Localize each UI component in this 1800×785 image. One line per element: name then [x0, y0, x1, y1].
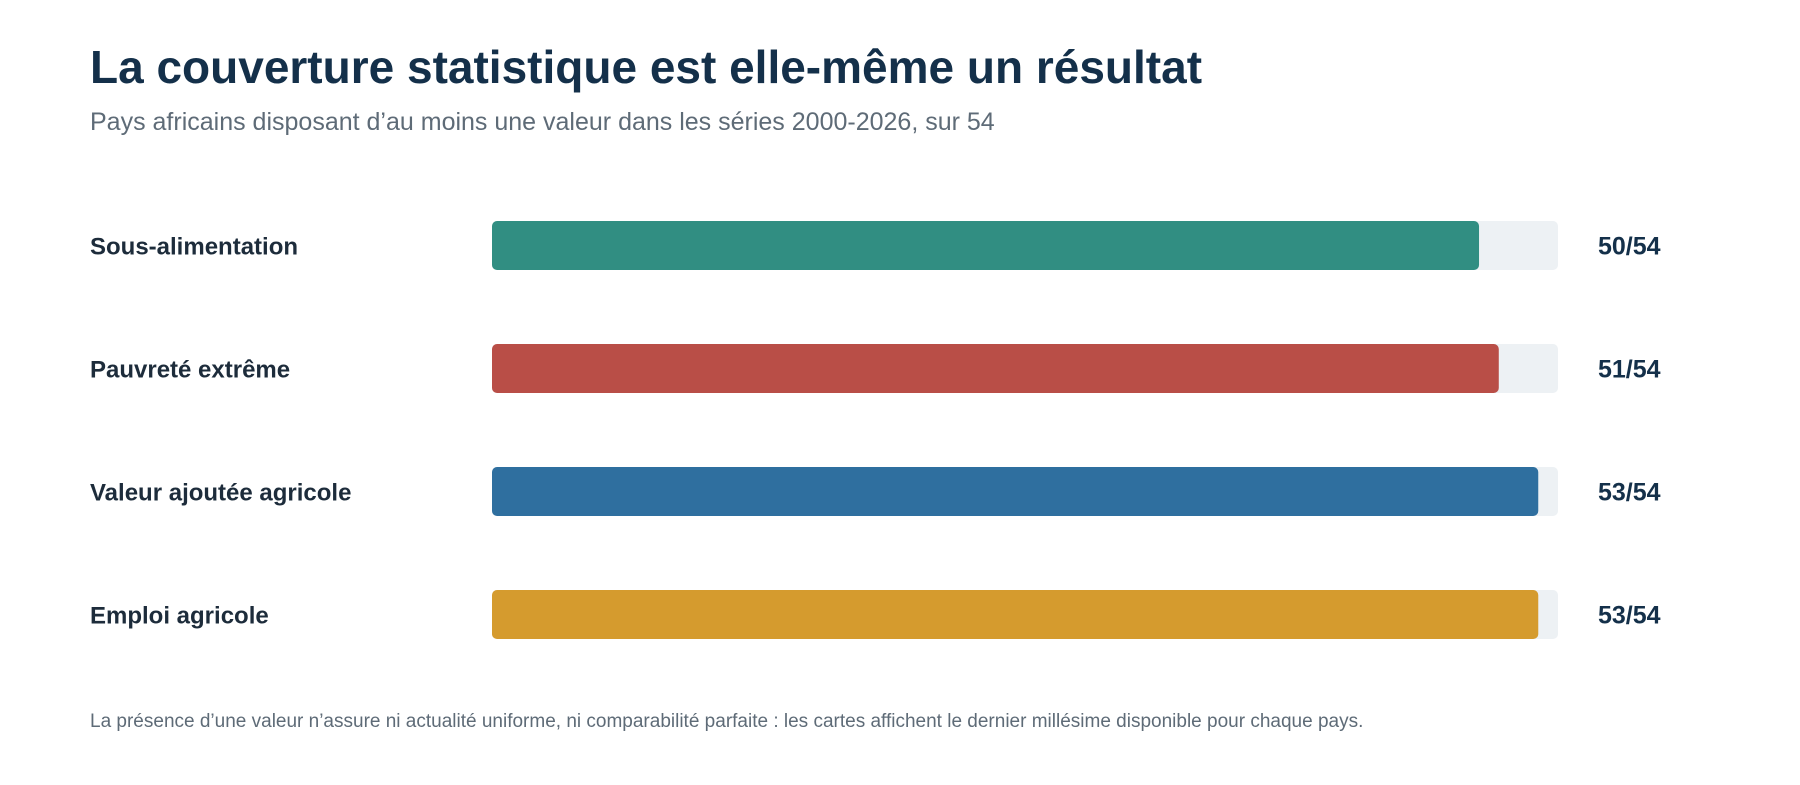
value-label-pauvrete-extreme: 51/54	[1598, 356, 1661, 384]
category-label-pauvrete-extreme: Pauvreté extrême	[90, 357, 290, 384]
value-label-emploi-agricole: 53/54	[1598, 602, 1661, 630]
value-label-valeur-ajoutee-agricole: 53/54	[1598, 479, 1661, 507]
bar-emploi-agricole	[492, 590, 1539, 639]
value-label-sous-alimentation: 50/54	[1598, 233, 1661, 261]
bar-sous-alimentation	[492, 221, 1480, 270]
chart-title: La couverture statistique est elle-même …	[90, 41, 1203, 93]
chart-subtitle: Pays africains disposant d’au moins une …	[90, 108, 995, 136]
bar-pauvrete-extreme	[492, 344, 1499, 393]
category-label-sous-alimentation: Sous-alimentation	[90, 234, 298, 261]
chart-footnote: La présence d’une valeur n’assure ni act…	[90, 711, 1364, 732]
bar-valeur-ajoutee-agricole	[492, 467, 1539, 516]
category-label-emploi-agricole: Emploi agricole	[90, 603, 269, 630]
category-label-valeur-ajoutee-agricole: Valeur ajoutée agricole	[90, 480, 351, 507]
